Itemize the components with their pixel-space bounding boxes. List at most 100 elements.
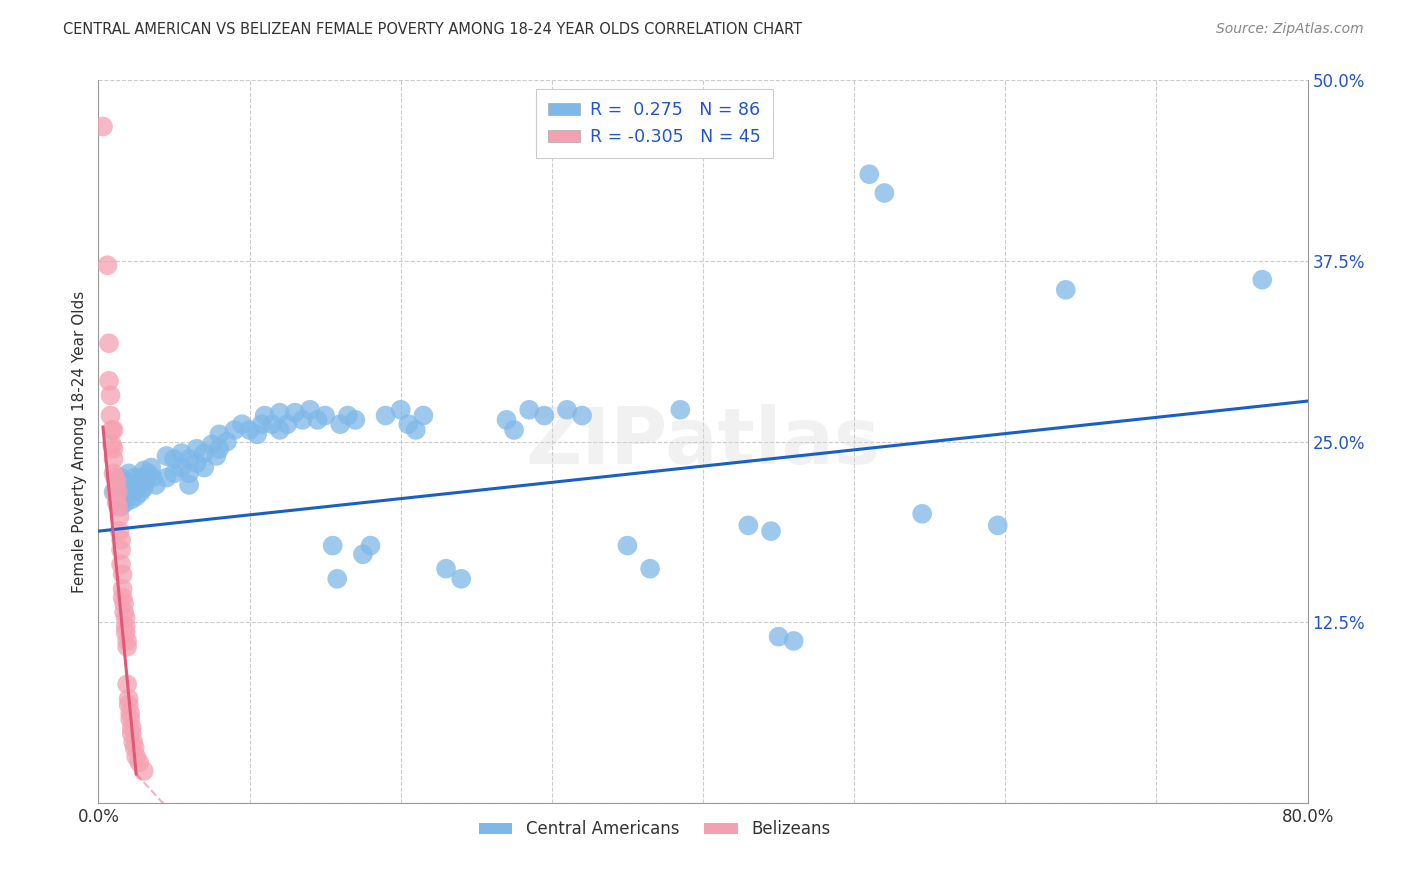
Point [205,449,228,463]
Point [314,409,336,423]
Point [132,764,155,778]
Point [121,492,143,507]
Point [115,634,138,648]
Point [239,423,262,437]
Point [299,402,322,417]
Point [450,572,472,586]
Point [136,467,159,481]
Point [105,475,128,489]
Point [118,485,141,500]
Point [215,434,238,449]
Point [503,423,526,437]
Point [759,524,782,538]
Point [1251,273,1274,287]
Point [122,735,145,749]
Point [768,630,790,644]
Point [108,509,131,524]
Point [125,490,148,504]
Point [291,413,314,427]
Point [112,490,135,504]
Point [1054,283,1077,297]
Point [118,698,141,712]
Point [120,478,142,492]
Point [269,406,291,420]
Point [104,470,127,484]
Point [101,423,124,437]
Point [186,456,208,470]
Point [163,467,186,481]
Point [374,409,396,423]
Point [128,475,150,489]
Point [100,409,122,423]
Point [121,485,143,500]
Point [352,547,374,561]
Point [105,495,128,509]
Point [107,492,129,507]
Point [405,423,427,437]
Point [344,413,367,427]
Point [110,533,132,547]
Point [132,463,155,477]
Point [533,409,555,423]
Point [125,749,148,764]
Point [669,402,692,417]
Point [360,539,382,553]
Legend: Central Americans, Belizeans: Central Americans, Belizeans [472,814,837,845]
Point [208,442,231,456]
Point [98,336,121,351]
Point [110,470,132,484]
Point [121,726,143,740]
Point [101,437,124,451]
Point [122,481,145,495]
Point [118,467,141,481]
Point [396,417,419,432]
Point [128,756,150,770]
Point [114,475,136,489]
Point [125,478,148,492]
Point [145,478,167,492]
Point [129,485,152,500]
Point [114,611,136,625]
Point [114,495,136,509]
Point [517,402,540,417]
Point [224,423,246,437]
Point [104,485,127,500]
Point [114,625,136,640]
Point [107,500,129,514]
Point [246,427,269,442]
Point [103,451,125,466]
Point [179,451,201,466]
Point [103,467,125,481]
Point [115,485,138,500]
Point [412,409,434,423]
Point [112,596,135,610]
Point [186,442,208,456]
Point [193,460,215,475]
Point [434,562,457,576]
Point [98,374,121,388]
Point [120,712,142,726]
Point [179,467,201,481]
Point [110,542,132,557]
Point [201,437,224,451]
Point [163,451,186,466]
Point [103,485,125,500]
Point [170,460,193,475]
Point [250,417,273,432]
Point [134,475,156,489]
Point [329,417,352,432]
Point [114,619,136,633]
Text: ZIPatlas: ZIPatlas [526,403,880,480]
Point [110,558,132,572]
Point [111,591,134,605]
Point [107,485,129,500]
Point [127,481,149,495]
Point [111,567,134,582]
Point [96,258,118,272]
Text: Source: ZipAtlas.com: Source: ZipAtlas.com [1216,22,1364,37]
Point [103,423,125,437]
Point [336,409,359,423]
Point [873,186,896,200]
Point [193,446,215,460]
Point [111,582,134,596]
